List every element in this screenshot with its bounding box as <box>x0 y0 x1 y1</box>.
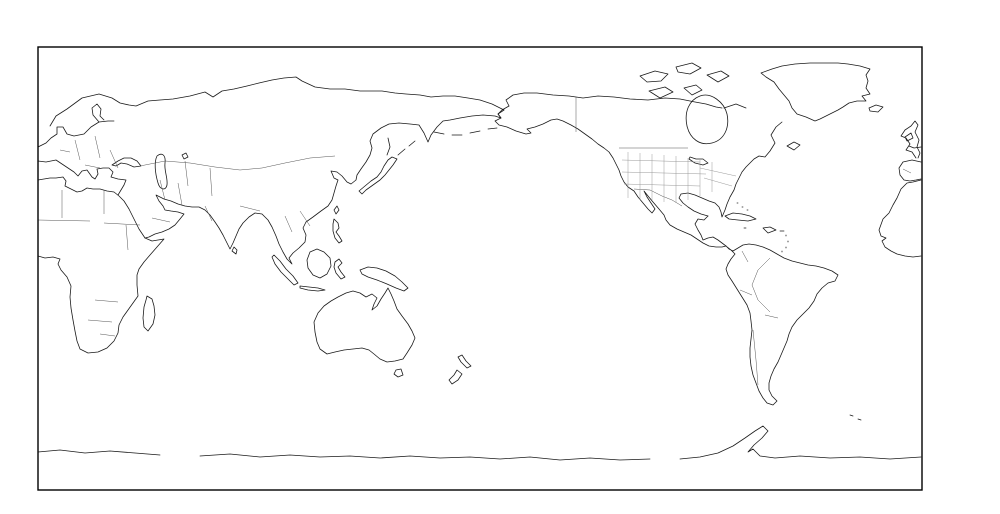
us-state-borders <box>621 152 737 203</box>
map-frame <box>37 46 923 491</box>
coastlines <box>38 62 922 461</box>
country-borders <box>38 97 912 386</box>
